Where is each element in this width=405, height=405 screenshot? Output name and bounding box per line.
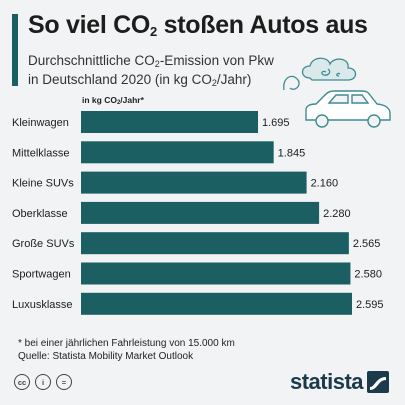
category-label: Luxusklasse xyxy=(12,299,73,311)
subtitle: Durchschnittliche CO2-Emission von Pkw in… xyxy=(28,53,274,91)
exhaust-swirl-icon xyxy=(283,75,300,91)
equals-icon[interactable]: = xyxy=(56,374,72,390)
subtitle-line2: in Deutschland 2020 (in kg CO xyxy=(28,72,212,87)
page-title: So viel CO2 stoßen Autos aus xyxy=(28,11,368,40)
bar xyxy=(81,111,259,133)
bar xyxy=(81,232,349,255)
statista-icon xyxy=(367,371,390,393)
subtitle-line2-subscript: 2 xyxy=(211,78,217,88)
car-emission-illustration xyxy=(283,57,391,128)
statista-logo[interactable]: statista xyxy=(290,369,390,395)
unit-label-end: /Jahr* xyxy=(120,95,144,105)
cloud-icon xyxy=(301,57,357,81)
title-accent-bar xyxy=(12,14,18,86)
value-label: 2.595 xyxy=(356,299,384,311)
footnote: * bei einer jährlichen Fahrleistung von … xyxy=(18,337,235,363)
footnote-text: * bei einer jährlichen Fahrleistung von … xyxy=(18,338,235,349)
bar xyxy=(81,262,351,285)
cc-icon[interactable]: cc xyxy=(14,374,30,390)
title-text: So viel CO xyxy=(28,11,151,39)
value-label: 1.845 xyxy=(278,147,306,159)
info-icon[interactable]: i xyxy=(35,374,51,390)
category-label: Sportwagen xyxy=(12,269,71,281)
category-label: Mittelklasse xyxy=(12,147,69,159)
value-label: 1.695 xyxy=(262,117,290,129)
bar xyxy=(81,292,352,315)
unit-label-text: in kg CO xyxy=(82,95,117,105)
value-label: 2.580 xyxy=(354,269,382,281)
bar xyxy=(81,201,320,224)
title-text-end: stoßen Autos aus xyxy=(156,11,368,39)
value-label: 2.160 xyxy=(311,178,339,190)
category-label: Oberklasse xyxy=(12,208,68,220)
category-label: Kleinwagen xyxy=(12,117,69,129)
unit-label-subscript: 2 xyxy=(116,100,121,106)
title-subscript: 2 xyxy=(150,24,157,39)
subtitle-line2-end: /Jahr) xyxy=(216,72,252,87)
category-label: Große SUVs xyxy=(12,238,75,250)
value-label: 2.280 xyxy=(323,208,351,220)
brand-name: statista xyxy=(290,369,364,394)
bar xyxy=(81,141,274,164)
subtitle-line1: Durchschnittliche CO xyxy=(28,53,155,68)
subtitle-line1-end: -Emission von Pkw xyxy=(159,53,274,68)
value-label: 2.565 xyxy=(353,238,381,250)
license-icons: cc i = xyxy=(14,374,72,390)
unit-label: in kg CO2/Jahr* xyxy=(82,95,144,106)
category-label: Kleine SUVs xyxy=(12,178,74,190)
bar xyxy=(81,171,307,194)
source-text: Quelle: Statista Mobility Market Outlook xyxy=(18,351,194,362)
car-icon xyxy=(305,90,391,128)
subtitle-line1-subscript: 2 xyxy=(154,59,160,69)
